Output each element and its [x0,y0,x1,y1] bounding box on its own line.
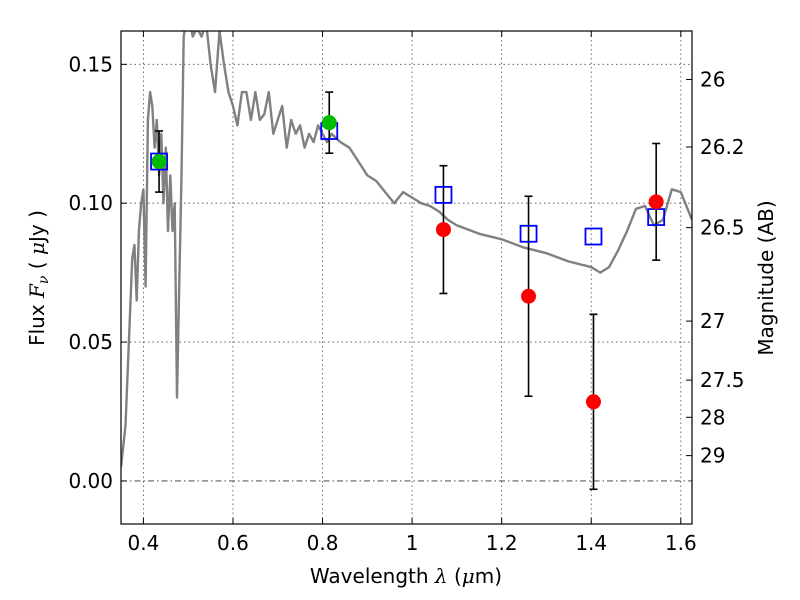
x-tick-labels: 0.4 0.6 0.8 1 1.2 1.4 1.6 [127,531,696,555]
y2-tick-label: 27.5 [700,368,745,392]
model-square [584,227,603,246]
model-square [150,152,168,171]
y2-tick-labels: 26 26.2 26.5 27 27.5 28 29 [700,67,745,467]
observed-points [151,115,664,410]
x-tick-label: 1.4 [575,531,607,555]
x-tick-label: 0.4 [127,531,159,555]
error-bars [155,91,661,491]
data-point [435,222,451,238]
model-square [434,185,453,204]
x-tick-label: 1.2 [486,531,518,555]
data-point [521,288,537,304]
y2-tick-label: 28 [700,405,725,429]
y-axis-label: Flux Fν ( μJy ) [25,210,52,346]
x-tick-label: 1.6 [665,531,697,555]
y2-tick-label: 26 [700,67,725,91]
y-tick-labels: 0.00 0.05 0.10 0.15 [68,52,113,493]
spectrum-line [121,31,692,468]
grid [121,31,692,524]
data-point [321,115,337,131]
y-tick-label: 0.10 [68,191,113,215]
x-tick-label: 0.6 [217,531,249,555]
ticks [121,31,692,524]
data-point [648,194,664,210]
y2-axis-label: Magnitude (AB) [754,200,778,355]
data-point [585,394,601,410]
y-tick-label: 0.05 [68,330,113,354]
y-tick-label: 0.00 [68,469,113,493]
y2-tick-label: 27 [700,309,725,333]
model-square [519,224,538,243]
y2-tick-label: 29 [700,444,725,468]
data-point [151,154,167,170]
x-axis-label: Wavelength λ (μm) [310,564,502,588]
y-tick-label: 0.15 [68,52,113,76]
y2-tick-label: 26.2 [700,135,745,159]
model-squares [150,122,666,246]
y2-tick-label: 26.5 [700,216,745,240]
x-tick-label: 1 [406,531,419,555]
template-spectrum [121,31,692,468]
x-tick-label: 0.8 [307,531,339,555]
plot-frame [120,30,693,525]
